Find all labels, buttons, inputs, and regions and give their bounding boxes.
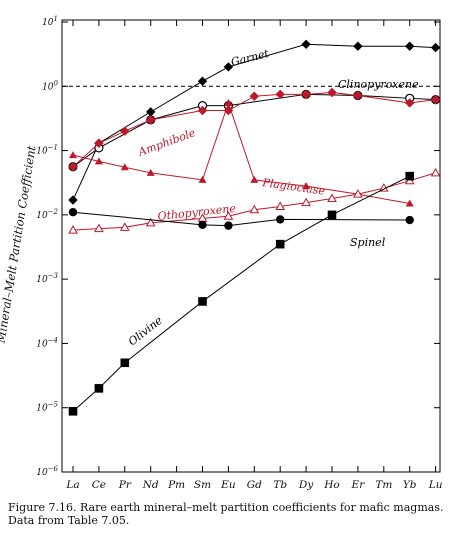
amphibole-point-la <box>68 162 78 172</box>
y-tick-label: 10−2 <box>36 208 58 221</box>
othopyroxene-point-nd <box>145 217 156 227</box>
y-tick-label: 10−3 <box>36 272 58 285</box>
series-spinel <box>68 207 414 230</box>
othopyroxene-point-ho <box>327 193 337 202</box>
x-tick-label-la: La <box>65 479 79 491</box>
olivine-point-ho <box>327 210 337 220</box>
x-tick-label-pr: Pr <box>118 479 132 491</box>
x-tick-label-dy: Dy <box>298 479 314 491</box>
amphibole-point-nd <box>145 115 156 125</box>
series-label-olivine: Olivine <box>126 314 165 349</box>
x-tick-label-pm: Pm <box>167 479 185 491</box>
series-amphibole <box>68 87 441 172</box>
olivine-point-sm <box>198 297 207 306</box>
othopyroxene-point-pr <box>119 222 130 231</box>
plot-frame <box>61 19 441 473</box>
partition-coefficient-chart: Mineral–Melt Partition Coefficient 101 10… <box>0 15 443 491</box>
x-tick-label-lu: Lu <box>428 479 443 491</box>
amphibole-point-gd <box>249 91 260 101</box>
amphibole-point-er <box>353 90 363 101</box>
plagioclase-point-sm <box>198 175 207 183</box>
plagioclase-point-pr <box>120 163 129 171</box>
series-label-plagioclase: Plagioclase <box>261 176 327 198</box>
y-tick-label: 10−6 <box>36 465 58 478</box>
olivine-point-ce <box>94 384 104 393</box>
series-othopyroxene <box>68 167 441 234</box>
garnet-point-dy <box>301 39 311 50</box>
x-tick-label-ce: Ce <box>92 479 106 491</box>
y-tick-label: 10−5 <box>36 401 58 414</box>
x-tick-label-er: Er <box>351 479 366 491</box>
plagioclase-point-yb <box>405 199 414 207</box>
spinel-line <box>72 211 410 227</box>
series-label-garnet: Garnet <box>230 47 271 69</box>
garnet-point-la <box>68 195 78 205</box>
amphibole-point-sm <box>197 105 208 116</box>
x-tick-label-nd: Nd <box>142 479 159 491</box>
amphibole-point-ho <box>327 87 337 98</box>
y-tick-label: 10−1 <box>36 144 58 157</box>
series-garnet <box>68 39 441 205</box>
amphibole-point-lu <box>430 94 441 105</box>
olivine-point-pr <box>120 358 130 368</box>
amphibole-point-pr <box>120 126 130 136</box>
series-label-othopyroxene: Othopyroxene <box>157 202 237 223</box>
x-tick-label-ho: Ho <box>323 479 339 491</box>
spinel-point-la <box>68 207 78 217</box>
garnet-point-lu <box>430 42 441 53</box>
olivine-point-yb <box>405 171 414 181</box>
othopyroxene-point-eu <box>223 211 234 220</box>
plagioclase-point-eu <box>224 98 233 106</box>
plagioclase-line <box>72 101 410 205</box>
othopyroxene-point-er <box>353 189 363 198</box>
figure-caption: Figure 7.16. Rare earth mineral–melt par… <box>8 501 444 527</box>
x-tick-label-gd: Gd <box>247 479 262 491</box>
plagioclase-point-dy <box>302 182 311 190</box>
garnet-point-nd <box>145 107 156 117</box>
spinel-point-tb <box>276 215 285 224</box>
othopyroxene-point-tb <box>275 201 286 210</box>
series-plagioclase <box>69 98 414 207</box>
x-tick-label-sm: Sm <box>194 479 211 491</box>
amphibole-point-ce <box>94 138 104 148</box>
series-label-spinel: Spinel <box>350 236 386 249</box>
olivine-line <box>72 175 410 412</box>
x-tick-label-eu: Eu <box>220 479 236 491</box>
series-olivine <box>68 171 414 416</box>
amphibole-point-tb <box>275 89 285 100</box>
y-tick-label: 10−4 <box>36 336 58 349</box>
garnet-point-eu <box>223 62 234 72</box>
amphibole-point-dy <box>301 89 311 100</box>
garnet-point-sm <box>197 76 208 86</box>
plagioclase-point-nd <box>146 168 155 176</box>
othopyroxene-point-gd <box>249 204 260 214</box>
garnet-point-yb <box>404 41 415 51</box>
spinel-point-sm <box>198 220 207 230</box>
plagioclase-point-gd <box>250 175 259 183</box>
x-tick-label-tb: Tb <box>273 479 287 491</box>
othopyroxene-point-dy <box>301 197 311 207</box>
othopyroxene-line <box>72 172 436 231</box>
olivine-point-tb <box>275 239 285 249</box>
y-tick-label: 101 <box>42 15 58 28</box>
amphibole-point-yb <box>404 98 415 108</box>
y-axis-label: Mineral–Melt Partition Coefficient <box>0 144 39 345</box>
plagioclase-point-la <box>69 151 77 159</box>
othopyroxene-point-ce <box>94 223 104 233</box>
spinel-point-eu <box>224 221 233 230</box>
series-label-clinopyroxene: Clinopyroxene <box>338 78 419 91</box>
plagioclase-point-ce <box>94 157 103 165</box>
othopyroxene-point-lu <box>430 167 441 177</box>
garnet-point-er <box>353 41 363 51</box>
x-tick-label-tm: Tm <box>375 479 392 491</box>
x-tick-label-yb: Yb <box>403 479 417 491</box>
spinel-point-yb <box>405 215 414 225</box>
y-tick-label: 100 <box>42 79 58 92</box>
olivine-point-la <box>68 406 78 416</box>
series-label-amphibole: Amphibole <box>136 126 198 159</box>
othopyroxene-point-la <box>68 225 78 234</box>
